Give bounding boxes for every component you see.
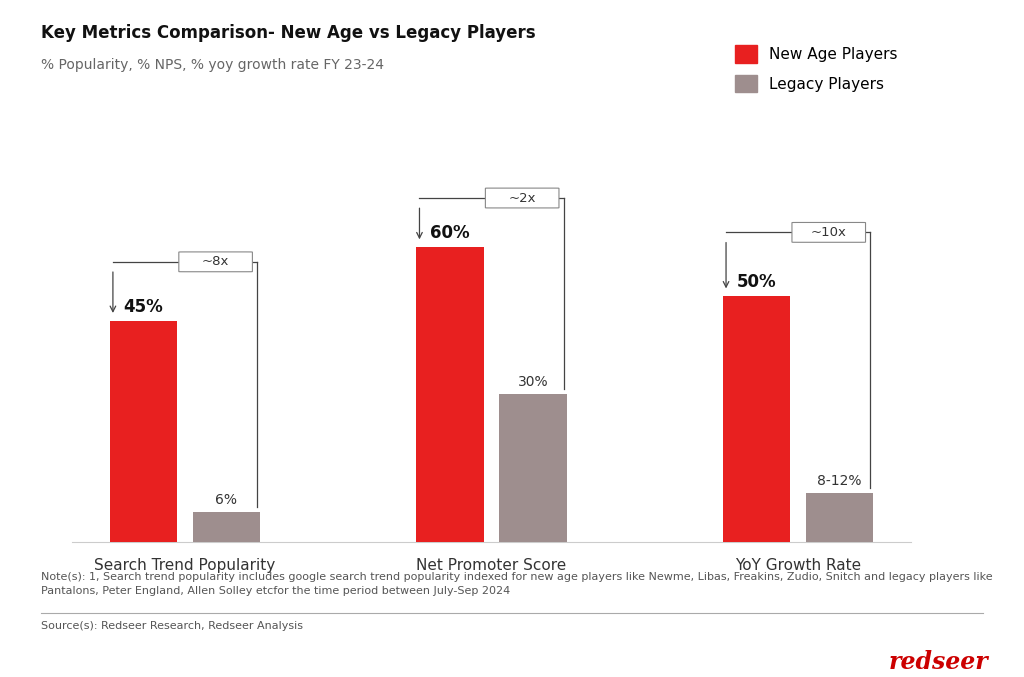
FancyBboxPatch shape (179, 252, 252, 271)
Bar (499, 394, 566, 542)
Text: 60%: 60% (430, 224, 470, 242)
Text: ~10x: ~10x (811, 226, 847, 239)
Bar (806, 493, 873, 542)
FancyBboxPatch shape (485, 188, 559, 208)
Bar (723, 296, 791, 542)
Text: ~8x: ~8x (202, 255, 229, 268)
Text: 8-12%: 8-12% (817, 474, 862, 487)
Text: % Popularity, % NPS, % yoy growth rate FY 23-24: % Popularity, % NPS, % yoy growth rate F… (41, 58, 384, 72)
Text: 45%: 45% (124, 298, 164, 315)
Text: Source(s): Redseer Research, Redseer Analysis: Source(s): Redseer Research, Redseer Ana… (41, 621, 303, 632)
Text: 6%: 6% (215, 494, 238, 507)
Text: 30%: 30% (517, 376, 548, 389)
Text: redseer: redseer (889, 650, 988, 674)
Text: 50%: 50% (737, 274, 776, 291)
Bar (193, 512, 260, 542)
Text: ~2x: ~2x (509, 192, 536, 204)
Legend: New Age Players, Legacy Players: New Age Players, Legacy Players (729, 39, 904, 99)
Text: Note(s): 1, Search trend popularity includes google search trend popularity inde: Note(s): 1, Search trend popularity incl… (41, 572, 992, 596)
Bar (110, 321, 177, 542)
Bar (417, 247, 484, 542)
Text: Key Metrics Comparison- New Age vs Legacy Players: Key Metrics Comparison- New Age vs Legac… (41, 24, 536, 42)
FancyBboxPatch shape (792, 223, 865, 242)
